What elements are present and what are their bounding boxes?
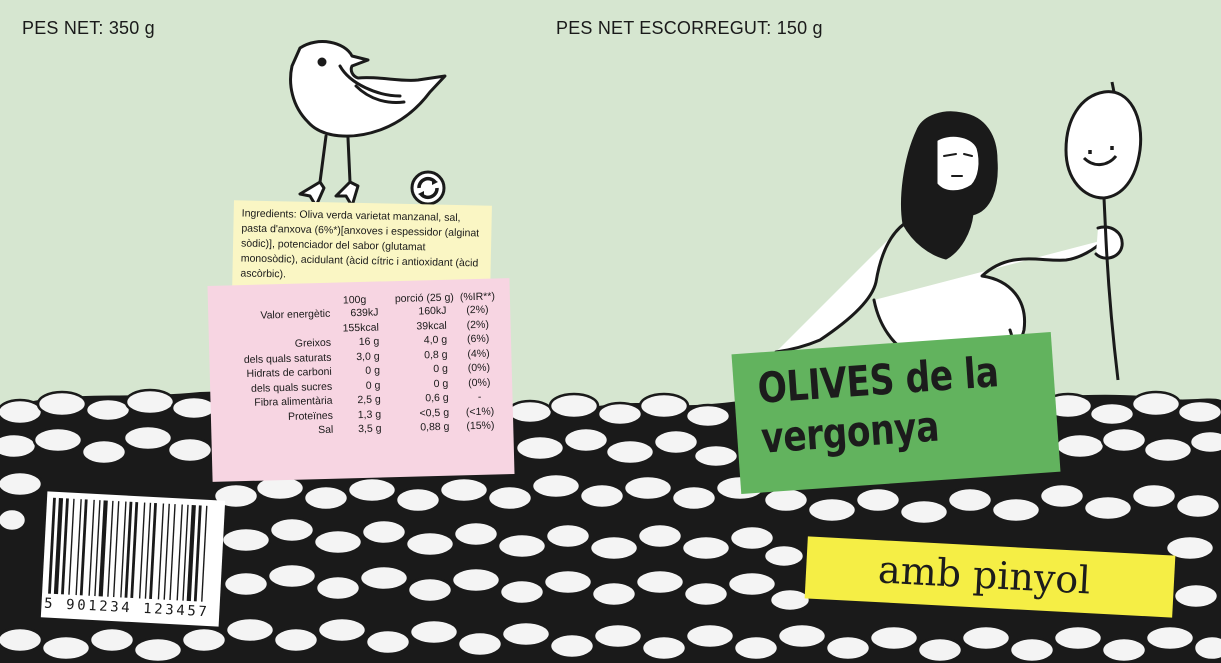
barcode-bar	[163, 503, 170, 600]
barcode-bar	[120, 501, 127, 598]
barcode-bar	[130, 502, 139, 599]
barcode-bar	[176, 504, 183, 601]
barcode-bar	[169, 504, 176, 601]
barcode-bar	[107, 500, 114, 597]
nutrition-header-ir: (%IR**)	[459, 290, 496, 304]
barcode-bar	[75, 499, 82, 596]
barcode-bar	[201, 505, 208, 602]
nutrition-rows: Valor energètic 639kJ 160kJ (2%) 155kcal 39k…	[216, 302, 506, 440]
product-title: OLIVES de la vergonya	[756, 347, 1008, 464]
barcode-bar	[48, 497, 56, 594]
barcode-bar	[186, 504, 196, 602]
olive-on-stick-illustration	[1064, 81, 1143, 381]
barcode-bar	[144, 502, 152, 599]
recycle-icon	[410, 170, 446, 206]
barcode-bar	[68, 498, 75, 595]
barcode-bar	[124, 501, 133, 598]
barcode-bar	[53, 498, 64, 595]
barcode-bar	[138, 502, 146, 599]
barcode-bar	[112, 501, 120, 598]
drained-weight: PES NET ESCORREGUT: 150 g	[556, 18, 823, 38]
barcode-bar	[157, 503, 165, 600]
barcode-bar	[98, 500, 108, 597]
barcode-bar	[149, 503, 157, 600]
net-weight: PES NET: 350 g	[22, 18, 155, 38]
nutrition-header-100g: 100g	[342, 293, 367, 307]
barcode-bar	[79, 499, 88, 596]
nutrition-table: 100g porció (25 g) (%IR**) Valor energèt…	[207, 278, 515, 482]
barcode-bar	[182, 504, 189, 601]
barcode-bar	[61, 498, 69, 595]
barcode-bar	[193, 505, 202, 602]
bearded-man-illustration	[774, 111, 1124, 368]
barcode-icon	[40, 491, 226, 627]
barcode-bar	[88, 499, 95, 596]
barcode-bar	[94, 500, 101, 597]
